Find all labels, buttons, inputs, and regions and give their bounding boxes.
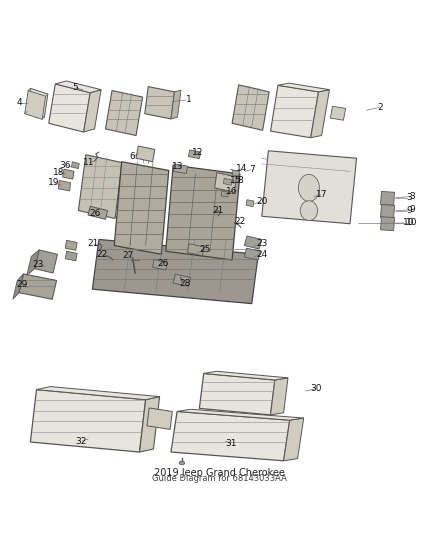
Polygon shape: [49, 84, 90, 132]
Polygon shape: [221, 191, 229, 197]
Polygon shape: [244, 248, 261, 260]
Polygon shape: [35, 250, 57, 273]
Text: 26: 26: [157, 260, 169, 269]
Polygon shape: [381, 205, 395, 219]
Polygon shape: [246, 200, 254, 207]
Text: 10: 10: [406, 219, 418, 228]
Text: 1: 1: [186, 95, 191, 104]
Polygon shape: [330, 106, 346, 120]
Text: 36: 36: [60, 161, 71, 169]
Text: 9: 9: [409, 205, 415, 214]
Polygon shape: [147, 408, 172, 430]
Polygon shape: [71, 161, 79, 169]
Text: 30: 30: [310, 384, 321, 393]
Polygon shape: [187, 244, 204, 256]
Text: 9: 9: [406, 206, 412, 215]
Text: Guide Diagram for 68143033AA: Guide Diagram for 68143033AA: [152, 474, 286, 483]
Polygon shape: [27, 88, 48, 117]
Text: 14: 14: [236, 164, 247, 173]
Text: 12: 12: [192, 148, 204, 157]
Text: 8: 8: [237, 176, 243, 185]
Text: 17: 17: [316, 190, 327, 199]
Text: 19: 19: [48, 178, 60, 187]
Text: 18: 18: [53, 168, 64, 177]
Text: 15: 15: [230, 175, 241, 184]
Polygon shape: [25, 91, 46, 119]
Text: 6: 6: [130, 152, 135, 161]
Polygon shape: [311, 90, 329, 138]
Polygon shape: [223, 179, 232, 185]
Polygon shape: [232, 85, 269, 130]
Polygon shape: [173, 164, 187, 174]
Polygon shape: [278, 83, 329, 92]
Text: 2019 Jeep Grand Cherokee: 2019 Jeep Grand Cherokee: [154, 467, 284, 478]
Text: 23: 23: [256, 239, 268, 248]
Polygon shape: [232, 170, 240, 176]
Polygon shape: [171, 411, 290, 461]
Text: 21: 21: [88, 239, 99, 248]
Polygon shape: [271, 85, 318, 138]
Polygon shape: [84, 90, 101, 132]
Polygon shape: [136, 146, 155, 161]
Polygon shape: [145, 87, 174, 119]
Text: 16: 16: [226, 187, 237, 196]
Polygon shape: [30, 390, 146, 452]
Polygon shape: [381, 217, 395, 231]
Polygon shape: [92, 239, 258, 304]
Polygon shape: [271, 378, 288, 415]
Polygon shape: [19, 274, 57, 299]
Polygon shape: [204, 372, 288, 380]
Polygon shape: [55, 81, 101, 93]
Polygon shape: [106, 91, 143, 135]
Polygon shape: [58, 181, 71, 191]
Text: 5: 5: [72, 83, 78, 92]
Polygon shape: [262, 151, 357, 224]
Polygon shape: [199, 374, 275, 415]
Text: 22: 22: [96, 250, 108, 259]
Polygon shape: [244, 236, 262, 249]
Polygon shape: [284, 418, 304, 461]
Polygon shape: [63, 169, 74, 179]
Polygon shape: [27, 250, 39, 275]
Text: 4: 4: [16, 98, 22, 107]
Polygon shape: [188, 150, 201, 159]
Polygon shape: [13, 274, 23, 299]
Text: 27: 27: [123, 251, 134, 260]
Polygon shape: [152, 260, 167, 270]
Text: 24: 24: [256, 250, 268, 259]
Ellipse shape: [300, 201, 318, 221]
Text: 7: 7: [249, 165, 254, 174]
Polygon shape: [166, 165, 240, 260]
Text: 11: 11: [83, 158, 95, 167]
Ellipse shape: [179, 461, 184, 465]
Text: 2: 2: [378, 103, 383, 111]
Text: 21: 21: [212, 206, 224, 215]
Text: 32: 32: [76, 437, 87, 446]
Polygon shape: [381, 191, 395, 205]
Text: 10: 10: [403, 219, 415, 228]
Polygon shape: [173, 274, 191, 286]
Text: 26: 26: [89, 209, 100, 218]
Text: 13: 13: [172, 161, 183, 171]
Polygon shape: [36, 386, 159, 400]
Polygon shape: [215, 173, 237, 192]
Text: 28: 28: [179, 279, 191, 288]
Text: 3: 3: [409, 192, 415, 201]
Text: 23: 23: [32, 260, 43, 269]
Polygon shape: [171, 90, 181, 119]
Text: 31: 31: [226, 439, 237, 448]
Text: 20: 20: [256, 197, 268, 206]
Polygon shape: [65, 240, 77, 251]
Text: 29: 29: [16, 280, 27, 289]
Polygon shape: [78, 155, 122, 219]
Text: 25: 25: [199, 245, 211, 254]
Polygon shape: [140, 397, 159, 452]
Polygon shape: [114, 161, 169, 254]
Polygon shape: [88, 206, 108, 220]
Polygon shape: [177, 409, 304, 420]
Text: 22: 22: [234, 217, 246, 227]
Text: 3: 3: [406, 193, 412, 202]
Polygon shape: [65, 251, 77, 261]
Ellipse shape: [298, 174, 319, 201]
